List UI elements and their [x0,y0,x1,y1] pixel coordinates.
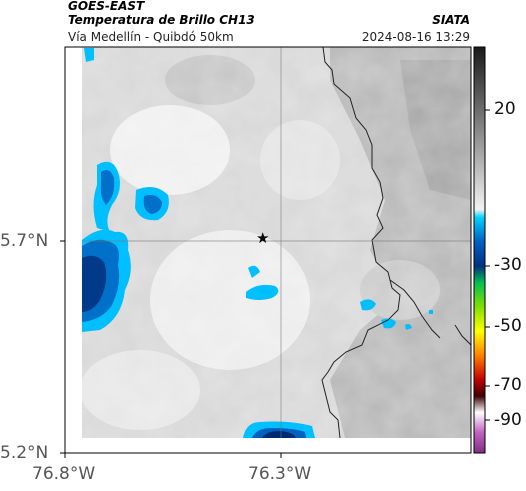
lat-tick-label: 5.2°N [0,443,49,463]
region-label: Vía Medellín - Quibdó 50km [68,30,234,44]
colorbar-tick-label: -90 [494,410,522,430]
datetime-label: 2024-08-16 13:29 [361,30,470,44]
colorbar-tick-label: -70 [494,375,522,395]
product-title: Temperatura de Brillo CH13 [68,13,255,27]
satellite-source: GOES-EAST [68,0,145,13]
lon-tick-label: 76.8°W [32,464,96,484]
colorbar [473,46,490,454]
brand-label: SIATA [432,13,470,27]
star-icon: ★ [256,229,270,247]
lon-tick-label: 76.3°W [248,464,312,484]
colorbar-tick-label: -30 [494,255,522,275]
colorbar-tick-label: 20 [494,99,516,119]
colorbar-tick-label: -50 [494,316,522,336]
lat-tick-label: 5.7°N [0,231,49,251]
